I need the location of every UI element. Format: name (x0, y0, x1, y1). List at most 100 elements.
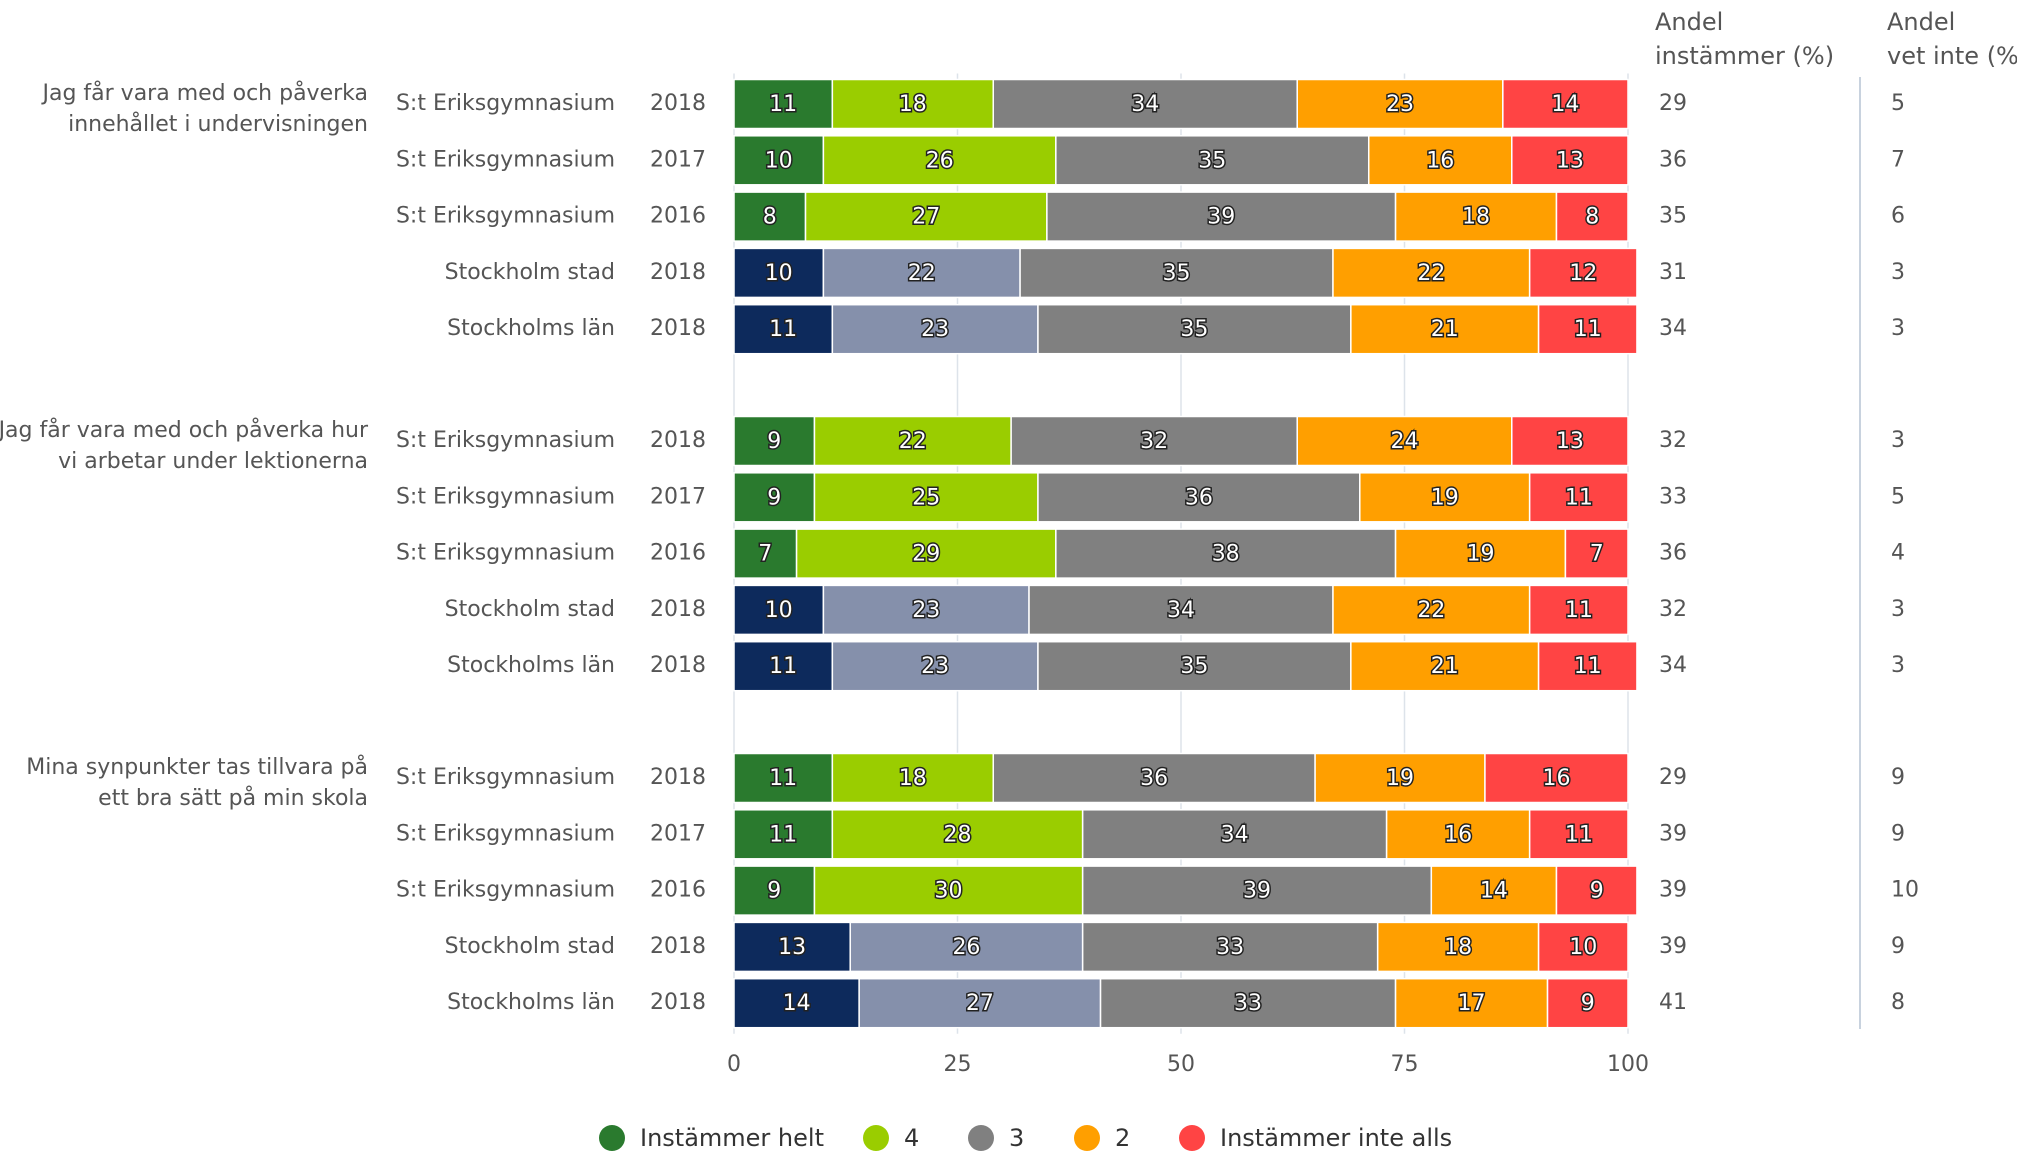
segment-label: 11 (1574, 317, 1602, 342)
bar-segment (1296, 415, 1513, 467)
bar-segment (1367, 135, 1513, 186)
row-year: 2018 (650, 934, 706, 959)
bar-segment (1350, 640, 1540, 692)
column-value: 7 (1891, 147, 1905, 172)
column-value: 32 (1659, 597, 1687, 622)
bar-segment (1081, 921, 1379, 973)
row-year: 2016 (650, 541, 706, 566)
bar-segment (1394, 977, 1549, 1029)
column-header: vet inte (%) (1887, 42, 2017, 70)
bar-segment (1528, 472, 1629, 523)
bar-segment (733, 752, 834, 804)
row-label: S:t Eriksgymnasium (396, 147, 615, 172)
column-value: 32 (1659, 428, 1687, 453)
segment-label: 29 (912, 542, 940, 567)
segment-label: 24 (1391, 429, 1419, 454)
segment-label: 11 (769, 654, 797, 679)
column-value: 31 (1659, 260, 1687, 285)
segment-label: 13 (1556, 148, 1584, 173)
bar-segment (1046, 191, 1397, 242)
column-value: 35 (1659, 204, 1687, 229)
bar-segment (733, 247, 825, 299)
segment-label: 8 (763, 205, 777, 230)
segment-label: 33 (1216, 935, 1244, 960)
segment-label: 11 (1574, 654, 1602, 679)
column-value: 3 (1891, 260, 1905, 285)
bar-segment (1350, 303, 1540, 355)
column-value: 29 (1659, 765, 1687, 790)
legend-marker (1179, 1125, 1205, 1151)
bar-segment (1028, 584, 1334, 636)
segment-label: 14 (1480, 879, 1508, 904)
column-value: 4 (1891, 541, 1905, 566)
row-year: 2018 (650, 990, 706, 1015)
column-value: 3 (1891, 316, 1905, 341)
column-value: 36 (1659, 541, 1687, 566)
bar-segment (1099, 977, 1397, 1029)
legend-marker (968, 1125, 994, 1151)
x-tick-label: 100 (1607, 1052, 1649, 1077)
segment-label: 25 (912, 485, 940, 510)
column-value: 3 (1891, 597, 1905, 622)
bar-segment (733, 303, 834, 355)
row-year: 2016 (650, 204, 706, 229)
bar-segment (1537, 303, 1638, 355)
segment-label: 9 (767, 429, 781, 454)
segment-label: 18 (899, 766, 927, 791)
segment-label: 27 (912, 205, 940, 230)
bar-segment (858, 977, 1102, 1029)
legend-label: 4 (904, 1124, 919, 1152)
segment-label: 23 (912, 598, 940, 623)
bar-segment (1528, 584, 1629, 636)
row-label: S:t Eriksgymnasium (396, 821, 615, 846)
segment-label: 11 (1565, 485, 1593, 510)
column-value: 5 (1891, 91, 1905, 116)
segment-label: 39 (1207, 205, 1235, 230)
bar-segment (733, 415, 816, 467)
segment-label: 28 (944, 822, 972, 847)
segment-label: 13 (778, 935, 806, 960)
segment-label: 10 (765, 261, 793, 286)
bar-segment (1055, 528, 1397, 579)
x-tick-label: 0 (727, 1052, 741, 1077)
bar-segment (1555, 865, 1638, 916)
group-label: Jag får vara med och påverka innehållet i… (40, 80, 368, 137)
segment-label: 14 (783, 991, 811, 1016)
legend-label: 2 (1115, 1124, 1130, 1152)
legend-marker (599, 1125, 625, 1151)
row-year: 2018 (650, 765, 706, 790)
row-label: Stockholms län (447, 990, 615, 1015)
bar-segment (1546, 977, 1629, 1029)
row-label: S:t Eriksgymnasium (396, 484, 615, 509)
bar-segment (1332, 247, 1531, 299)
row-year: 2018 (650, 91, 706, 116)
segment-label: 23 (921, 654, 949, 679)
segment-label: 10 (765, 598, 793, 623)
legend-label: Instämmer helt (640, 1124, 824, 1152)
bar-segment (733, 191, 807, 242)
segment-label: 34 (1167, 598, 1195, 623)
column-value: 5 (1891, 484, 1905, 509)
legend-marker (863, 1125, 889, 1151)
column-value: 33 (1659, 484, 1687, 509)
bar-segment (1037, 303, 1352, 355)
row-year: 2018 (650, 597, 706, 622)
segment-label: 32 (1140, 429, 1168, 454)
segment-label: 34 (1221, 822, 1249, 847)
segment-label: 9 (1581, 991, 1595, 1016)
segment-label: 22 (1417, 598, 1445, 623)
bar-segment (1019, 247, 1334, 299)
legend-label: 3 (1009, 1124, 1024, 1152)
row-year: 2017 (650, 147, 706, 172)
bar-segment (831, 303, 1039, 355)
row-year: 2017 (650, 821, 706, 846)
bar-segment (1528, 247, 1638, 299)
bar-segment (1564, 528, 1629, 579)
segment-label: 13 (1556, 429, 1584, 454)
row-label: Stockholms län (447, 316, 615, 341)
segment-label: 36 (1185, 485, 1213, 510)
column-value: 39 (1659, 934, 1687, 959)
x-tick-label: 25 (944, 1052, 972, 1077)
segment-label: 16 (1542, 766, 1570, 791)
column-value: 41 (1659, 990, 1687, 1015)
